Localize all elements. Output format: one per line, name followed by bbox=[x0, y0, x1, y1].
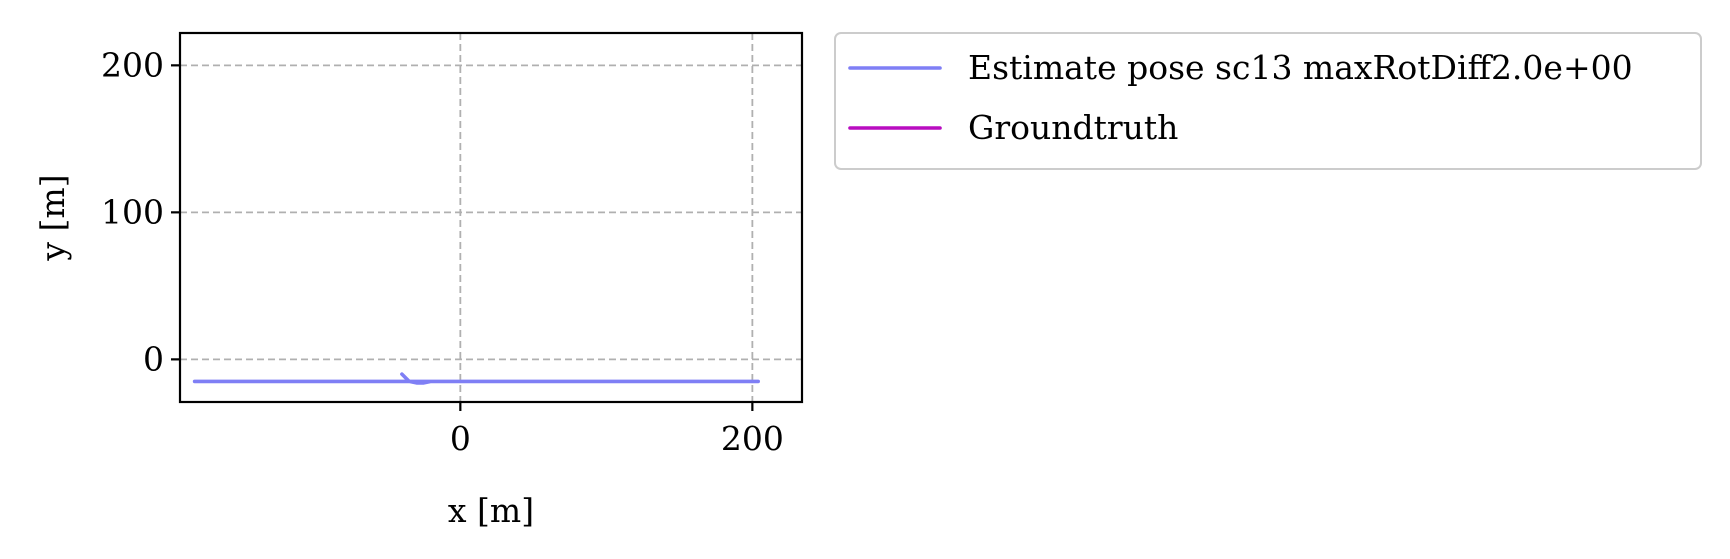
y-axis-label: y [m] bbox=[33, 174, 72, 261]
y-tick-label-2: 200 bbox=[101, 45, 164, 84]
y-tick-label-1: 100 bbox=[101, 192, 164, 231]
legend-box bbox=[834, 32, 1702, 170]
legend-label-groundtruth: Groundtruth bbox=[968, 108, 1178, 147]
x-axis-label: x [m] bbox=[448, 491, 534, 530]
x-tick-label-0: 0 bbox=[450, 419, 471, 458]
legend: Estimate pose sc13 maxRotDiff2.0e+00 Gro… bbox=[834, 32, 1702, 170]
series-group bbox=[192, 372, 760, 385]
series-line-0 bbox=[192, 372, 760, 385]
plot-frame bbox=[178, 31, 804, 404]
x-tick-label-1: 200 bbox=[721, 419, 784, 458]
grid-lines bbox=[180, 33, 802, 402]
legend-label-estimate: Estimate pose sc13 maxRotDiff2.0e+00 bbox=[968, 48, 1633, 87]
axis-ticks: 0 200 0 100 200 bbox=[101, 45, 784, 458]
y-tick-label-0: 0 bbox=[143, 339, 164, 378]
